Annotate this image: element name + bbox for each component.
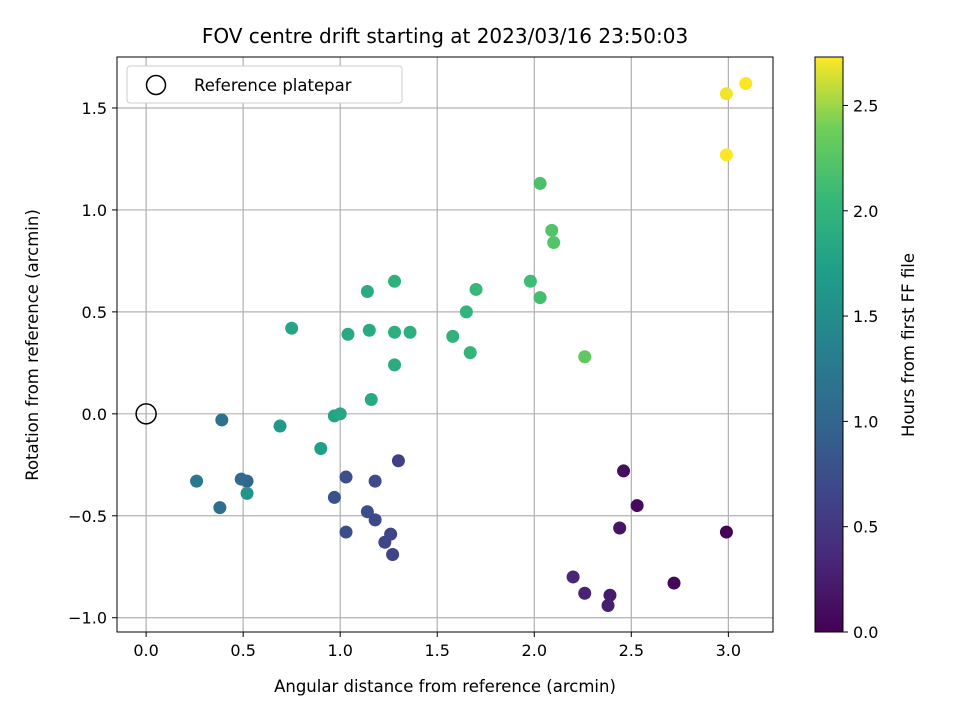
plot-frame xyxy=(116,56,774,633)
reference-platepar-marker xyxy=(135,403,157,425)
scatter-point-25 xyxy=(273,419,287,433)
scatter-point-17 xyxy=(339,470,353,484)
scatter-point-48 xyxy=(719,87,733,101)
y-tick-label-3: 0.5 xyxy=(82,303,107,322)
scatter-point-20 xyxy=(234,472,248,486)
scatter-point-35 xyxy=(388,325,402,339)
scatter-point-32 xyxy=(341,327,355,341)
scatter-point-34 xyxy=(360,284,374,298)
scatter-point-44 xyxy=(533,176,547,190)
legend-box xyxy=(126,65,403,104)
scatter-point-40 xyxy=(463,346,477,360)
scatter-point-43 xyxy=(533,291,547,305)
scatter-point-22 xyxy=(215,413,229,427)
x-tick-label-5: 2.5 xyxy=(619,641,644,660)
y-tick-label-5: 1.5 xyxy=(82,99,107,118)
scatter-point-37 xyxy=(388,274,402,288)
scatter-point-45 xyxy=(545,223,559,237)
scatter-point-50 xyxy=(719,148,733,162)
y-tick-label-4: 1.0 xyxy=(82,201,107,220)
scatter-point-23 xyxy=(190,474,204,488)
scatter-points xyxy=(190,77,753,612)
scatter-point-12 xyxy=(378,535,392,549)
y-tick-label-2: 0.0 xyxy=(82,405,107,424)
scatter-point-14 xyxy=(368,474,382,488)
scatter-point-33 xyxy=(362,323,376,337)
scatter-point-3 xyxy=(617,464,631,478)
scatter-point-2 xyxy=(630,499,644,513)
scatter-point-24 xyxy=(240,486,254,500)
scatter-point-8 xyxy=(566,570,580,584)
scatter-point-29 xyxy=(364,393,378,407)
scatter-point-38 xyxy=(446,329,460,343)
scatter-point-1 xyxy=(667,576,681,590)
scatter-point-10 xyxy=(386,548,400,562)
grid-lines xyxy=(117,57,773,632)
x-tick-label-1: 0.5 xyxy=(230,641,255,660)
x-tick-label-3: 1.5 xyxy=(425,641,450,660)
reference-marker-layer xyxy=(135,403,157,425)
scatter-point-18 xyxy=(327,490,341,504)
y-axis-ticks: −1.0 −0.5 0.0 0.5 1.0 1.5 xyxy=(68,99,117,628)
scatter-point-49 xyxy=(739,77,753,91)
scatter-point-31 xyxy=(285,321,299,335)
legend-label: Reference platepar xyxy=(194,76,352,95)
scatter-point-15 xyxy=(360,505,374,519)
scatter-point-28 xyxy=(333,407,347,421)
scatter-point-9 xyxy=(391,454,405,468)
scatter-point-0 xyxy=(719,525,733,539)
y-tick-label-0: −1.0 xyxy=(68,609,107,628)
colorbar-tick-label-5: 2.5 xyxy=(853,96,878,115)
scatter-point-6 xyxy=(601,598,615,612)
colorbar: 0.0 0.5 1.0 1.5 2.0 2.5 Hours from first FF f… xyxy=(814,56,918,642)
scatter-point-41 xyxy=(469,282,483,296)
colorbar-tick-label-3: 1.5 xyxy=(853,307,878,326)
scatter-point-46 xyxy=(547,236,561,250)
scatter-point-4 xyxy=(613,521,627,535)
legend-open-circle-marker xyxy=(145,74,167,96)
scatter-point-39 xyxy=(459,305,473,319)
scatter-point-26 xyxy=(314,441,328,455)
colorbar-label: Hours from first FF file xyxy=(899,253,918,437)
legend: Reference platepar xyxy=(126,65,403,104)
y-axis-label: Rotation from reference (arcmin) xyxy=(23,209,42,481)
scatter-point-30 xyxy=(388,358,402,372)
x-tick-label-6: 3.0 xyxy=(716,641,741,660)
scatter-point-36 xyxy=(403,325,417,339)
x-tick-label-0: 0.0 xyxy=(133,641,158,660)
scatter-point-16 xyxy=(339,525,353,539)
scatter-point-47 xyxy=(578,350,592,364)
y-tick-label-1: −0.5 xyxy=(68,507,107,526)
colorbar-tick-label-2: 1.0 xyxy=(853,412,878,431)
scatter-point-5 xyxy=(603,588,617,602)
scatter-point-7 xyxy=(578,586,592,600)
colorbar-gradient xyxy=(814,56,844,633)
x-tick-label-2: 1.0 xyxy=(327,641,352,660)
colorbar-tick-label-1: 0.5 xyxy=(853,518,878,537)
x-tick-label-4: 2.0 xyxy=(522,641,547,660)
scatter-point-21 xyxy=(213,501,227,515)
x-axis-ticks: 0.0 0.5 1.0 1.5 2.0 2.5 3.0 xyxy=(133,632,741,660)
x-axis-label: Angular distance from reference (arcmin) xyxy=(274,677,616,696)
scatter-point-13 xyxy=(368,513,382,527)
chart-title: FOV centre drift starting at 2023/03/16 … xyxy=(202,24,688,48)
colorbar-tick-label-0: 0.0 xyxy=(853,623,878,642)
colorbar-tick-label-4: 2.0 xyxy=(853,202,878,221)
colorbar-ticks: 0.0 0.5 1.0 1.5 2.0 2.5 xyxy=(843,96,878,642)
scatter-point-42 xyxy=(523,274,537,288)
